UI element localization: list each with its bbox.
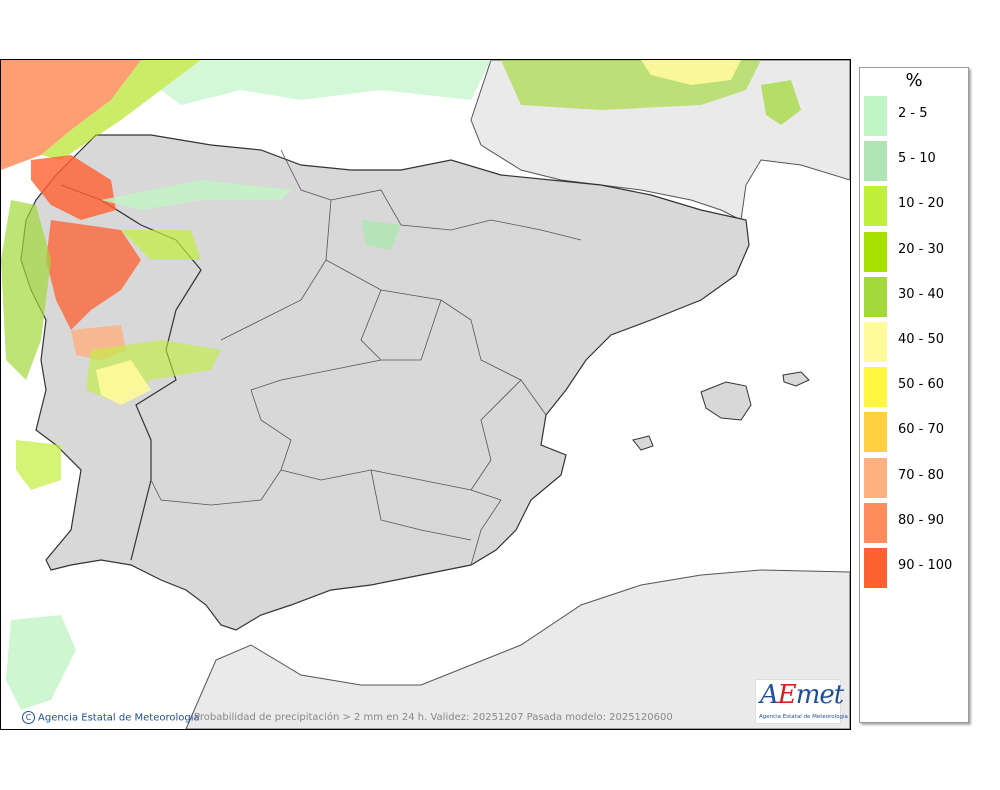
north-africa-land	[185, 569, 850, 729]
legend-item: 5 - 10	[864, 140, 968, 182]
legend-label: 60 - 70	[898, 422, 945, 438]
copyright-icon: C	[22, 711, 35, 724]
legend-label: 40 - 50	[898, 332, 945, 347]
legend-label: 10 - 20	[898, 196, 945, 212]
legend-item: 2 - 5	[864, 95, 968, 136]
legend-item: 70 - 80	[864, 457, 968, 498]
legend-swatch	[864, 276, 887, 317]
map-svg	[1, 60, 850, 729]
aemet-logo-subtitle: Agencia Estatal de Meteorología	[759, 714, 848, 720]
menorca	[782, 371, 810, 387]
aemet-logo: AEmet Agencia Estatal de Meteorología	[755, 679, 848, 724]
legend-swatch	[864, 96, 887, 136]
legend-label: 50 - 60	[898, 377, 945, 393]
legend-swatch	[864, 502, 887, 543]
legend-swatch	[864, 367, 887, 408]
ibiza	[632, 435, 654, 451]
legend-label: 80 - 90	[898, 512, 945, 528]
legend-swatch	[864, 457, 887, 498]
legend-item: 50 - 60	[864, 366, 968, 408]
legend-swatch	[864, 186, 887, 227]
map-caption: Probabilidad de precipitación > 2 mm en …	[194, 712, 673, 723]
legend-item: 30 - 40	[864, 276, 968, 317]
legend-swatch	[864, 548, 887, 588]
precip-areas	[1, 60, 801, 710]
legend-label: 2 - 5	[898, 106, 928, 121]
legend-swatch	[864, 141, 887, 182]
legend-item: 10 - 20	[864, 185, 968, 227]
legend-label: 20 - 30	[898, 241, 945, 257]
iberian-peninsula	[20, 134, 750, 631]
legend-label: 5 - 10	[898, 151, 936, 167]
legend-unit: %	[905, 70, 923, 91]
legend-swatch	[864, 322, 887, 362]
precipitation-map	[0, 59, 851, 730]
legend-swatch	[864, 412, 887, 453]
legend-item: 80 - 90	[864, 502, 968, 543]
agency-credit: C Agencia Estatal de Meteorología	[22, 711, 200, 724]
legend-swatch	[864, 231, 887, 272]
legend-item: 60 - 70	[864, 411, 968, 453]
legend-label: 70 - 80	[898, 467, 945, 483]
legend-item: 90 - 100	[864, 547, 968, 588]
agency-name: Agencia Estatal de Meteorología	[38, 712, 200, 724]
legend-item: 40 - 50	[864, 321, 968, 362]
legend-label: 90 - 100	[898, 558, 953, 573]
legend-label: 30 - 40	[898, 286, 945, 302]
legend-panel: % 2 - 5 5 - 10 10 - 20 20 - 30 30 - 40 40 - 5…	[859, 67, 969, 723]
mallorca	[700, 381, 752, 421]
legend-item: 20 - 30	[864, 231, 968, 272]
aemet-logo-wordmark: AEmet	[760, 680, 844, 710]
